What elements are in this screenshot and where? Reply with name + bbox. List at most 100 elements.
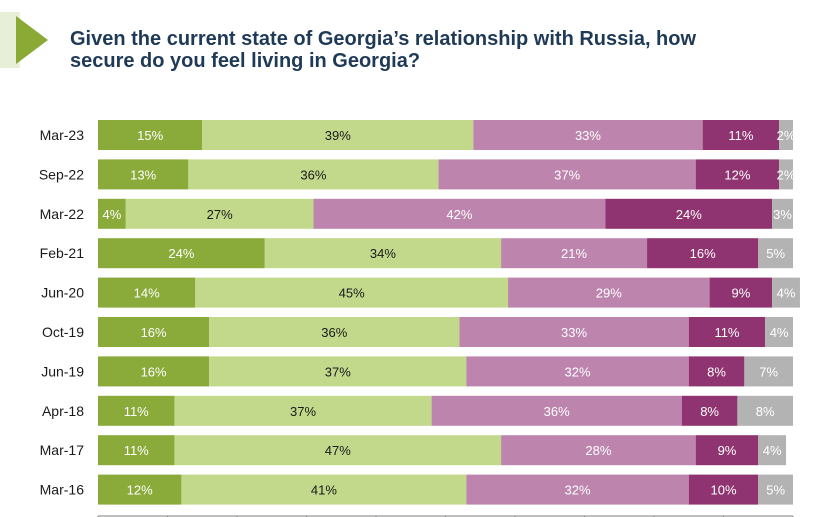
bar-segment	[605, 198, 773, 229]
row-label: Apr-18	[42, 403, 84, 419]
row-label: Feb-21	[40, 245, 85, 261]
chart-title-line-1: Given the current state of Georgia’s rel…	[70, 28, 697, 50]
bar-segment	[438, 159, 696, 190]
data-label: 8%	[756, 404, 775, 419]
data-label: 14%	[134, 286, 160, 301]
row-label: Mar-17	[40, 442, 85, 458]
bar-segment	[98, 277, 196, 308]
data-label: 5%	[766, 246, 785, 261]
chart-title-line-2: secure do you feel living in Georgia?	[70, 50, 421, 72]
data-label: 3%	[773, 207, 792, 222]
data-label: 9%	[718, 443, 737, 458]
bar-segment	[779, 120, 793, 150]
data-label: 29%	[596, 286, 622, 301]
data-label: 4%	[770, 325, 789, 340]
bar-segment	[98, 159, 189, 190]
data-label: 36%	[300, 167, 326, 182]
bar-segment	[695, 435, 759, 466]
bar-segment	[98, 474, 182, 505]
bar-segment	[758, 435, 787, 466]
bar-segment	[98, 435, 175, 466]
chart-title: Given the current state of Georgia’s rel…	[70, 28, 810, 72]
bar-segment	[695, 159, 780, 190]
data-label: 33%	[575, 128, 601, 143]
bar-segment	[709, 277, 773, 308]
bar-segment	[264, 238, 502, 269]
data-label: 4%	[777, 286, 796, 301]
data-label: 47%	[325, 443, 351, 458]
data-label: 34%	[370, 246, 396, 261]
bar-segment	[98, 317, 210, 347]
data-label: 13%	[130, 167, 156, 182]
row-label: Sep-22	[39, 166, 84, 182]
bar-segment	[98, 198, 126, 229]
bar-segment	[702, 120, 780, 150]
bar-segment	[174, 395, 432, 426]
data-label: 27%	[207, 207, 233, 222]
bar-segment	[209, 317, 460, 347]
bar-segment	[758, 238, 793, 269]
bar-segment	[737, 395, 793, 426]
data-label: 15%	[137, 128, 163, 143]
data-label: 8%	[700, 404, 719, 419]
bar-segment	[98, 395, 175, 426]
data-label: 32%	[565, 483, 591, 498]
data-label: 39%	[325, 128, 351, 143]
bar-segment	[688, 356, 745, 387]
data-label: 45%	[339, 286, 365, 301]
data-label: 11%	[728, 128, 753, 143]
bar-segment	[681, 395, 738, 426]
data-label: 16%	[690, 246, 716, 261]
bar-segment	[174, 435, 502, 466]
data-label: 12%	[724, 167, 750, 182]
bar-segment	[744, 356, 793, 387]
data-label: 8%	[707, 364, 726, 379]
data-label: 11%	[124, 404, 149, 419]
row-label: Mar-22	[40, 206, 85, 222]
bar-segment	[466, 356, 689, 387]
bar-segment	[765, 317, 793, 347]
data-label: 37%	[290, 404, 316, 419]
row-label: Oct-19	[42, 324, 84, 340]
data-label: 32%	[565, 364, 591, 379]
bar-segment	[501, 238, 648, 269]
data-label: 2%	[777, 167, 796, 182]
bar-segment	[195, 277, 509, 308]
bar-segment	[688, 317, 766, 347]
data-label: 7%	[759, 364, 778, 379]
bar-segment	[181, 474, 467, 505]
data-label: 10%	[710, 483, 736, 498]
bar-segment	[98, 238, 265, 269]
data-label: 11%	[124, 443, 149, 458]
bar-segment	[188, 159, 439, 190]
bar-segment	[501, 435, 696, 466]
bar-segment	[459, 317, 689, 347]
data-label: 37%	[325, 364, 351, 379]
data-label: 24%	[676, 207, 702, 222]
row-label: Mar-16	[40, 482, 85, 498]
data-label: 36%	[544, 404, 570, 419]
bar-segment	[431, 395, 682, 426]
row-label: Jun-19	[41, 363, 84, 379]
data-label: 16%	[141, 325, 167, 340]
bar-segment	[98, 356, 210, 387]
bar-segment	[647, 238, 759, 269]
data-label: 9%	[731, 286, 750, 301]
data-label: 4%	[763, 443, 782, 458]
data-label: 16%	[141, 364, 167, 379]
bar-segment	[125, 198, 314, 229]
row-label: Mar-23	[40, 127, 85, 143]
bar-segment	[209, 356, 467, 387]
data-label: 24%	[168, 246, 194, 261]
bar-segment	[772, 277, 800, 308]
bar-segment	[473, 120, 703, 150]
bar-segment	[779, 159, 793, 190]
bar-segment	[508, 277, 710, 308]
data-label: 37%	[554, 167, 580, 182]
bar-segment	[758, 474, 793, 505]
data-label: 21%	[561, 246, 587, 261]
data-label: 4%	[103, 207, 122, 222]
data-label: 11%	[714, 325, 739, 340]
bar-segment	[98, 120, 203, 150]
row-label: Jun-20	[41, 285, 84, 301]
